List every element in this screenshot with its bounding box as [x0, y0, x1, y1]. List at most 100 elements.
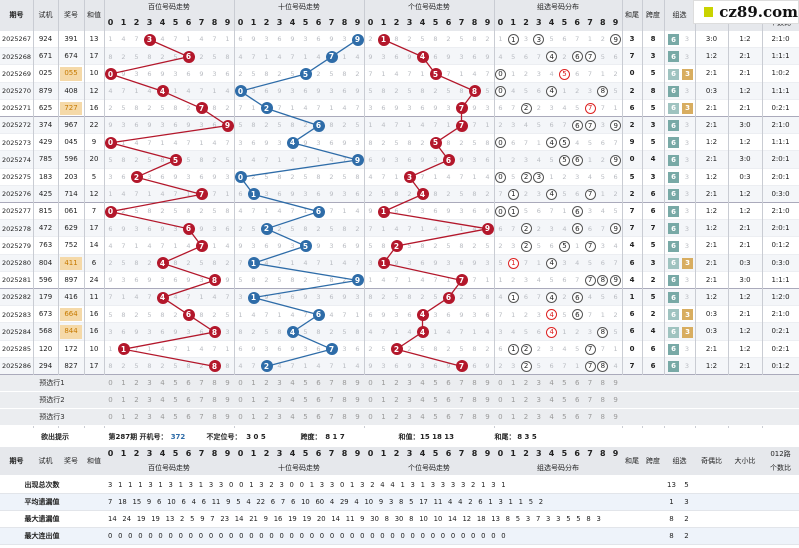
- preselect-zuxuan-digit[interactable]: 0: [498, 379, 503, 387]
- preselect-zuxuan-digit[interactable]: 3: [536, 379, 542, 387]
- preselect-digit[interactable]: 9: [225, 413, 230, 421]
- preselect-digit[interactable]: 0: [238, 413, 243, 421]
- preselect-digit[interactable]: 7: [459, 413, 464, 421]
- preselect-digit[interactable]: 8: [342, 413, 347, 421]
- preselect-digit[interactable]: 3: [407, 379, 412, 387]
- preselect-digit[interactable]: 6: [316, 379, 321, 387]
- preselect-digit[interactable]: 8: [472, 379, 477, 387]
- preselect-digit[interactable]: 6: [186, 379, 191, 387]
- preselect-digit[interactable]: 8: [342, 379, 347, 387]
- preselect-digit[interactable]: 8: [342, 396, 347, 404]
- preselect-zuxuan-digit[interactable]: 5: [562, 396, 567, 404]
- preselect-digit[interactable]: 1: [121, 413, 126, 421]
- preselect-digit[interactable]: 5: [303, 396, 308, 404]
- preselect-digit[interactable]: 8: [472, 413, 477, 421]
- preselect-digit[interactable]: 2: [394, 413, 399, 421]
- preselect-digit[interactable]: 8: [212, 413, 217, 421]
- preselect-digit[interactable]: 2: [134, 396, 139, 404]
- preselect-row[interactable]: [0, 409, 799, 426]
- preselect-digit[interactable]: 3: [277, 379, 282, 387]
- preselect-zuxuan-digit[interactable]: 4: [549, 379, 554, 387]
- preselect-digit[interactable]: 6: [446, 413, 451, 421]
- preselect-digit[interactable]: 8: [212, 396, 217, 404]
- preselect-digit[interactable]: 2: [134, 379, 139, 387]
- preselect-digit[interactable]: 1: [251, 413, 256, 421]
- preselect-digit[interactable]: 7: [329, 379, 334, 387]
- preselect-digit[interactable]: 5: [173, 396, 178, 404]
- preselect-zuxuan-digit[interactable]: 2: [523, 379, 529, 387]
- preselect-digit[interactable]: 6: [186, 413, 191, 421]
- preselect-zuxuan-digit[interactable]: 2: [523, 396, 529, 404]
- preselect-digit[interactable]: 7: [329, 396, 334, 404]
- preselect-zuxuan-digit[interactable]: 6: [574, 413, 580, 421]
- preselect-zuxuan-digit[interactable]: 6: [574, 396, 580, 404]
- preselect-digit[interactable]: 0: [108, 379, 113, 387]
- preselect-digit[interactable]: 7: [459, 379, 464, 387]
- preselect-digit[interactable]: 2: [264, 396, 269, 404]
- preselect-zuxuan-digit[interactable]: 1: [510, 396, 516, 404]
- preselect-zuxuan-digit[interactable]: 1: [510, 379, 516, 387]
- preselect-digit[interactable]: 5: [173, 379, 178, 387]
- preselect-digit[interactable]: 4: [420, 396, 425, 404]
- preselect-digit[interactable]: 4: [290, 413, 295, 421]
- preselect-zuxuan-digit[interactable]: 0: [498, 413, 503, 421]
- preselect-digit[interactable]: 6: [316, 413, 321, 421]
- preselect-digit[interactable]: 6: [446, 379, 451, 387]
- preselect-digit[interactable]: 9: [225, 379, 230, 387]
- preselect-zuxuan-digit[interactable]: 1: [510, 413, 516, 421]
- preselect-digit[interactable]: 5: [173, 413, 178, 421]
- preselect-zuxuan-digit[interactable]: 8: [600, 413, 606, 421]
- preselect-digit[interactable]: 2: [134, 413, 139, 421]
- preselect-digit[interactable]: 9: [485, 396, 490, 404]
- preselect-zuxuan-digit[interactable]: 4: [549, 413, 554, 421]
- preselect-digit[interactable]: 4: [420, 413, 425, 421]
- preselect-digit[interactable]: 6: [446, 396, 451, 404]
- preselect-digit[interactable]: 9: [485, 413, 490, 421]
- preselect-digit[interactable]: 0: [368, 379, 373, 387]
- preselect-digit[interactable]: 4: [160, 396, 165, 404]
- preselect-zuxuan-digit[interactable]: 9: [613, 413, 618, 421]
- preselect-digit[interactable]: 0: [108, 413, 113, 421]
- preselect-zuxuan-digit[interactable]: 2: [523, 413, 529, 421]
- preselect-digit[interactable]: 8: [212, 379, 217, 387]
- preselect-zuxuan-digit[interactable]: 8: [600, 379, 606, 387]
- preselect-digit[interactable]: 0: [238, 379, 243, 387]
- preselect-zuxuan-digit[interactable]: 5: [562, 379, 567, 387]
- preselect-digit[interactable]: 5: [303, 379, 308, 387]
- preselect-zuxuan-digit[interactable]: 9: [613, 379, 618, 387]
- preselect-digit[interactable]: 0: [108, 396, 113, 404]
- preselect-digit[interactable]: 5: [433, 413, 438, 421]
- preselect-zuxuan-digit[interactable]: 7: [587, 396, 593, 404]
- preselect-digit[interactable]: 4: [290, 396, 295, 404]
- preselect-digit[interactable]: 1: [381, 413, 386, 421]
- preselect-zuxuan-digit[interactable]: 7: [587, 413, 593, 421]
- preselect-row[interactable]: [0, 375, 799, 392]
- preselect-row[interactable]: [0, 392, 799, 409]
- preselect-zuxuan-digit[interactable]: 0: [498, 396, 503, 404]
- preselect-digit[interactable]: 1: [121, 396, 126, 404]
- preselect-zuxuan-digit[interactable]: 8: [600, 396, 606, 404]
- preselect-digit[interactable]: 9: [355, 379, 360, 387]
- preselect-digit[interactable]: 9: [225, 396, 230, 404]
- preselect-digit[interactable]: 3: [147, 379, 152, 387]
- preselect-digit[interactable]: 7: [199, 379, 204, 387]
- preselect-digit[interactable]: 6: [316, 396, 321, 404]
- preselect-digit[interactable]: 9: [355, 396, 360, 404]
- preselect-digit[interactable]: 2: [264, 379, 269, 387]
- preselect-digit[interactable]: 2: [264, 413, 269, 421]
- preselect-digit[interactable]: 7: [459, 396, 464, 404]
- preselect-digit[interactable]: 7: [329, 413, 334, 421]
- preselect-digit[interactable]: 5: [303, 413, 308, 421]
- preselect-digit[interactable]: 9: [355, 413, 360, 421]
- preselect-digit[interactable]: 2: [394, 396, 399, 404]
- preselect-digit[interactable]: 1: [381, 396, 386, 404]
- preselect-digit[interactable]: 2: [394, 379, 399, 387]
- preselect-zuxuan-digit[interactable]: 6: [574, 379, 580, 387]
- preselect-digit[interactable]: 0: [368, 396, 373, 404]
- preselect-digit[interactable]: 7: [199, 413, 204, 421]
- preselect-digit[interactable]: 8: [472, 396, 477, 404]
- preselect-zuxuan-digit[interactable]: 5: [562, 413, 567, 421]
- preselect-zuxuan-digit[interactable]: 3: [536, 396, 542, 404]
- preselect-digit[interactable]: 9: [485, 379, 490, 387]
- preselect-digit[interactable]: 4: [290, 379, 295, 387]
